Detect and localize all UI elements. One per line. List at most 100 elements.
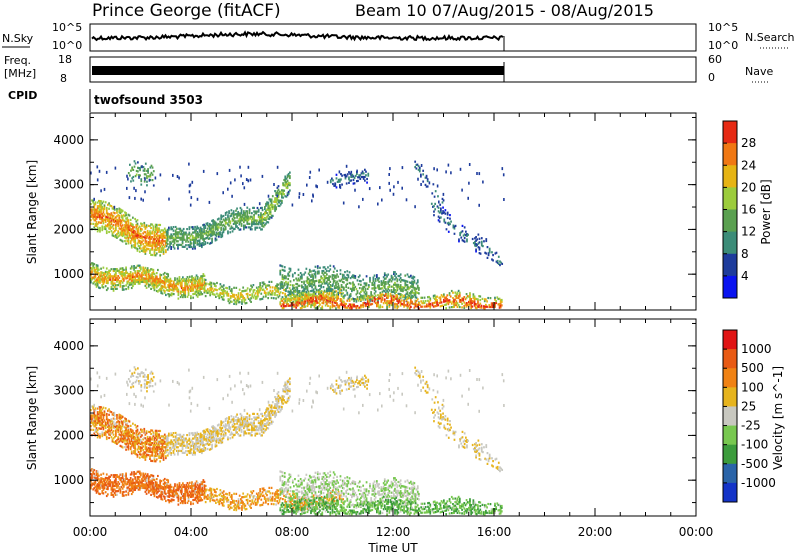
power-cell: [285, 295, 288, 298]
power-cell: [318, 305, 320, 308]
velocity-cell: [121, 446, 124, 449]
power-cell: [478, 237, 481, 240]
power-cell: [346, 279, 349, 282]
power-cell: [92, 262, 95, 265]
power-cell: [219, 293, 222, 296]
power-cell: [362, 298, 365, 301]
power-cell: [146, 270, 149, 273]
velocity-cell: [145, 446, 148, 449]
power-cell: [199, 244, 202, 247]
power-cell: [243, 210, 245, 213]
power-cell: [331, 277, 334, 280]
power-cell: [203, 291, 206, 294]
power-cell: [125, 277, 127, 280]
power-cell: [134, 246, 137, 249]
power-cell: [130, 233, 133, 236]
power-cell: [460, 236, 463, 239]
power-cell: [248, 210, 251, 213]
power-cell: [238, 219, 241, 222]
power-cell: [262, 283, 265, 286]
power-cell: [123, 219, 125, 222]
power-cell: [133, 275, 135, 278]
power-cell: [218, 293, 221, 296]
power-cell: [218, 297, 221, 300]
power-cell: [327, 301, 329, 304]
power-cell: [135, 220, 138, 223]
power-cell: [241, 299, 243, 302]
power-cell: [269, 286, 272, 289]
power-cell: [194, 245, 196, 248]
power-cell: [206, 241, 209, 245]
power-cell: [448, 292, 451, 295]
velocity-cell: [127, 443, 130, 446]
power-cell: [237, 294, 240, 297]
power-cell: [92, 201, 95, 204]
power-cell: [311, 286, 313, 289]
power-cell: [341, 280, 344, 284]
power-cell: [208, 224, 211, 227]
power-cell: [226, 211, 228, 214]
power-cell: [119, 280, 122, 283]
velocity-cell: [157, 437, 159, 440]
power-cell: [222, 298, 225, 301]
power-cell: [387, 296, 390, 299]
power-cell: [116, 218, 118, 221]
velocity-cell: [95, 414, 98, 417]
power-cell: [320, 307, 323, 310]
power-cell: [227, 294, 230, 297]
power-cell: [241, 302, 243, 305]
power-cell: [391, 297, 394, 300]
velocity-cell: [126, 431, 129, 434]
power-cell: [150, 253, 152, 256]
power-cell: [167, 278, 170, 281]
power-cell: [160, 236, 163, 239]
velocity-cell: [118, 424, 121, 427]
power-cell: [435, 299, 437, 302]
power-cell: [115, 223, 117, 226]
velocity-cell: [159, 456, 162, 459]
power-cell: [297, 273, 300, 277]
power-cell: [144, 284, 147, 287]
power-cell: [147, 269, 150, 272]
power-cell: [291, 275, 294, 278]
power-cell: [96, 214, 99, 217]
power-cell: [406, 297, 409, 300]
velocity-cell: [162, 442, 165, 445]
power-cell: [378, 284, 380, 287]
power-cell: [234, 178, 236, 182]
velocity-cell: [124, 438, 126, 442]
power-cell: [281, 283, 284, 286]
power-cell: [155, 275, 158, 278]
power-cell: [385, 273, 387, 277]
velocity-cell: [165, 447, 168, 450]
power-cell: [155, 227, 158, 230]
power-cell: [223, 228, 226, 231]
power-cell: [145, 249, 148, 252]
velocity-cell: [158, 453, 160, 456]
power-cell: [311, 275, 313, 278]
power-cell: [203, 225, 205, 228]
power-cell: [113, 217, 116, 220]
power-cell: [270, 202, 273, 205]
power-cell: [104, 201, 107, 204]
power-cell: [153, 283, 156, 286]
power-cell: [172, 233, 175, 236]
power-cell: [160, 229, 163, 232]
power-cell: [232, 293, 234, 296]
power-cell: [291, 273, 294, 276]
power-cell: [204, 225, 207, 228]
power-cell: [489, 305, 492, 309]
power-cell: [101, 284, 104, 287]
power-cell: [299, 294, 302, 297]
power-colorbar-tick-label: 8: [741, 247, 749, 261]
power-cell: [152, 225, 155, 228]
power-cell: [187, 286, 190, 289]
power-cell: [332, 277, 335, 281]
power-cell: [331, 288, 334, 291]
nsky-tick-bottom: 10^0: [52, 39, 82, 52]
velocity-cell: [137, 445, 140, 448]
power-cell: [318, 301, 320, 304]
power-cell: [392, 192, 395, 196]
